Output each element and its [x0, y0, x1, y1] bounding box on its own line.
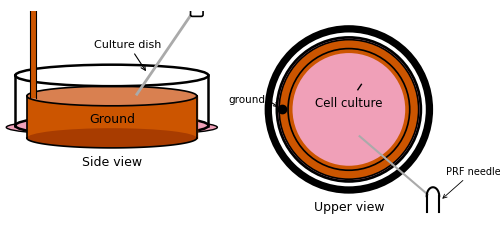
Text: Ground: Ground [89, 113, 135, 126]
Text: PRF needle: PRF needle [443, 166, 500, 198]
Ellipse shape [279, 40, 418, 179]
Ellipse shape [27, 87, 197, 106]
Bar [30, 12, 36, 98]
Ellipse shape [276, 37, 422, 183]
Text: Side view: Side view [82, 155, 142, 168]
Ellipse shape [266, 27, 432, 193]
Ellipse shape [27, 129, 197, 148]
Text: Culture dish: Culture dish [94, 40, 162, 71]
Ellipse shape [6, 120, 218, 136]
Ellipse shape [278, 39, 420, 180]
Text: Cell culture: Cell culture [315, 96, 382, 109]
FancyBboxPatch shape [190, 0, 203, 17]
Text: Upper view: Upper view [314, 200, 384, 213]
Ellipse shape [292, 54, 405, 166]
Text: ground: ground [228, 95, 278, 107]
Ellipse shape [15, 115, 208, 137]
Ellipse shape [272, 33, 426, 187]
